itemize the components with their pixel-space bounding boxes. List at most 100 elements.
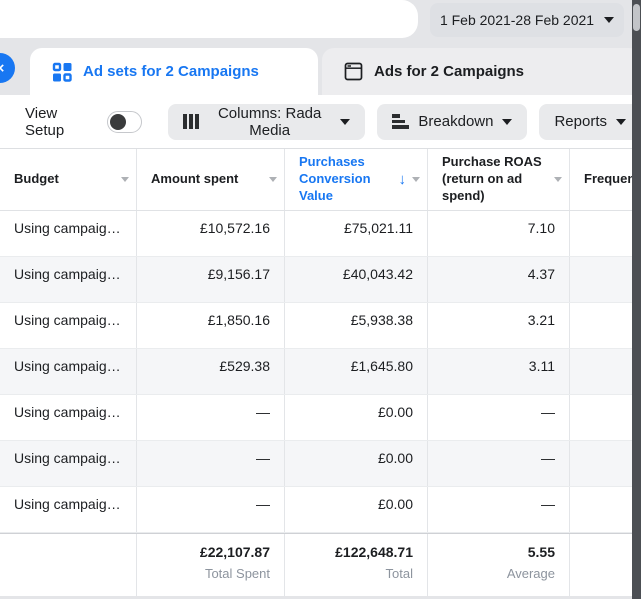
table-row[interactable]: Using campaig… £10,572.16 £75,021.11 7.1…	[0, 211, 641, 257]
budget-cell[interactable]: Using campaig…	[0, 441, 137, 486]
amount-spent-cell: —	[137, 441, 285, 486]
footer-budget-cell	[0, 534, 137, 596]
metrics-table: Budget Amount spent Purchases Conversion…	[0, 148, 641, 596]
budget-cell[interactable]: Using campaig…	[0, 303, 137, 348]
purchases-conversion-value-cell: £75,021.11	[285, 211, 428, 256]
purchases-conversion-value-cell: £40,043.42	[285, 257, 428, 302]
amount-spent-cell: —	[137, 395, 285, 440]
ads-frame-icon	[344, 62, 363, 81]
table-row[interactable]: Using campaig… — £0.00 —	[0, 395, 641, 441]
budget-cell[interactable]: Using campaig…	[0, 349, 137, 394]
chevron-down-icon	[412, 177, 420, 182]
close-button[interactable]: ×	[0, 53, 15, 83]
total-conversion-label: Total	[385, 566, 413, 581]
columns-button-label: Columns: Rada Media	[217, 104, 322, 139]
purchases-conversion-value-cell: £0.00	[285, 441, 428, 486]
purchase-roas-cell: 7.10	[428, 211, 570, 256]
frequency-cell	[570, 303, 641, 348]
table-row[interactable]: Using campaig… — £0.00 —	[0, 441, 641, 487]
breakdown-icon	[392, 114, 410, 129]
frequency-cell	[570, 257, 641, 302]
breakdown-button[interactable]: Breakdown	[377, 103, 528, 140]
table-row[interactable]: Using campaig… £1,850.16 £5,938.38 3.21	[0, 303, 641, 349]
column-header-label: Amount spent	[151, 171, 239, 187]
chevron-down-icon	[604, 17, 615, 23]
tab-ad-sets[interactable]: Ad sets for 2 Campaigns	[30, 48, 318, 95]
date-range-label: 1 Feb 2021-28 Feb 2021	[439, 12, 595, 28]
search-bar[interactable]	[0, 0, 418, 38]
total-spent-value: £22,107.87	[199, 544, 270, 560]
average-roas-value: 5.55	[527, 544, 555, 560]
scrollbar-thumb[interactable]	[633, 4, 640, 31]
purchase-roas-cell: —	[428, 487, 570, 532]
chevron-down-icon	[616, 118, 626, 125]
tab-ad-sets-label: Ad sets for 2 Campaigns	[83, 63, 259, 80]
sort-descending-icon[interactable]: ↓	[398, 170, 407, 188]
column-header-purchases-conversion-value[interactable]: Purchases Conversion Value ↓	[285, 149, 428, 210]
view-setup-label: View Setup	[25, 104, 65, 139]
amount-spent-cell: £1,850.16	[137, 303, 285, 348]
chevron-down-icon	[340, 118, 351, 125]
chevron-down-icon	[502, 118, 513, 125]
column-header-label: Purchases Conversion Value	[299, 154, 371, 203]
footer-frequency-cell	[570, 534, 641, 596]
tab-ads-label: Ads for 2 Campaigns	[374, 63, 525, 80]
table-row[interactable]: Using campaig… £529.38 £1,645.80 3.11	[0, 349, 641, 395]
chevron-down-icon	[121, 177, 129, 182]
total-spent-label: Total Spent	[204, 566, 270, 581]
column-header-label: Budget	[14, 171, 59, 187]
frequency-cell	[570, 211, 641, 256]
column-header-budget[interactable]: Budget	[0, 149, 137, 210]
budget-cell[interactable]: Using campaig…	[0, 257, 137, 302]
tabs-row: × Ad sets for 2 Campaigns Ads for 2 Camp…	[0, 44, 641, 95]
column-header-label: Purchase ROAS (return on ad spend)	[442, 154, 542, 203]
columns-button[interactable]: Columns: Rada Media	[167, 103, 366, 140]
table-footer-row: £22,107.87 Total Spent £122,648.71 Total…	[0, 533, 641, 596]
frequency-cell	[570, 395, 641, 440]
toolbar: View Setup Columns: Rada Media Breakdown…	[0, 95, 641, 148]
purchase-roas-cell: —	[428, 395, 570, 440]
footer-purchases-conversion-value-cell: £122,648.71 Total	[285, 534, 428, 596]
purchase-roas-cell: 4.37	[428, 257, 570, 302]
amount-spent-cell: £9,156.17	[137, 257, 285, 302]
breakdown-button-label: Breakdown	[418, 113, 494, 130]
reports-button-label: Reports	[554, 113, 607, 130]
reports-button[interactable]: Reports	[539, 103, 641, 140]
close-icon: ×	[0, 60, 4, 77]
amount-spent-cell: —	[137, 487, 285, 532]
tab-ads[interactable]: Ads for 2 Campaigns	[322, 48, 641, 95]
table-row[interactable]: Using campaig… — £0.00 —	[0, 487, 641, 533]
budget-cell[interactable]: Using campaig…	[0, 487, 137, 532]
top-bar: 1 Feb 2021-28 Feb 2021	[0, 0, 641, 44]
average-roas-label: Average	[506, 566, 555, 581]
view-setup-toggle[interactable]	[106, 110, 142, 133]
column-header-amount-spent[interactable]: Amount spent	[137, 149, 285, 210]
chevron-down-icon	[554, 177, 562, 182]
footer-amount-spent-cell: £22,107.87 Total Spent	[137, 534, 285, 596]
amount-spent-cell: £529.38	[137, 349, 285, 394]
date-range-selector[interactable]: 1 Feb 2021-28 Feb 2021	[430, 3, 624, 37]
toggle-knob	[109, 113, 126, 130]
table-body: Using campaig… £10,572.16 £75,021.11 7.1…	[0, 211, 641, 533]
budget-cell[interactable]: Using campaig…	[0, 395, 137, 440]
purchase-roas-cell: 3.11	[428, 349, 570, 394]
purchase-roas-cell: 3.21	[428, 303, 570, 348]
table-row[interactable]: Using campaig… £9,156.17 £40,043.42 4.37	[0, 257, 641, 303]
purchases-conversion-value-cell: £5,938.38	[285, 303, 428, 348]
column-header-label: Frequency	[584, 171, 641, 187]
column-header-frequency[interactable]: Frequency	[570, 149, 641, 210]
table-header-row: Budget Amount spent Purchases Conversion…	[0, 149, 641, 211]
budget-cell[interactable]: Using campaig…	[0, 211, 137, 256]
frequency-cell	[570, 441, 641, 486]
vertical-scrollbar[interactable]	[632, 0, 641, 599]
amount-spent-cell: £10,572.16	[137, 211, 285, 256]
frequency-cell	[570, 487, 641, 532]
chevron-down-icon	[269, 177, 277, 182]
footer-purchase-roas-cell: 5.55 Average	[428, 534, 570, 596]
total-conversion-value: £122,648.71	[335, 544, 413, 560]
purchases-conversion-value-cell: £1,645.80	[285, 349, 428, 394]
columns-icon	[182, 114, 199, 129]
purchases-conversion-value-cell: £0.00	[285, 487, 428, 532]
ad-sets-grid-icon	[52, 62, 72, 82]
column-header-purchase-roas[interactable]: Purchase ROAS (return on ad spend)	[428, 149, 570, 210]
